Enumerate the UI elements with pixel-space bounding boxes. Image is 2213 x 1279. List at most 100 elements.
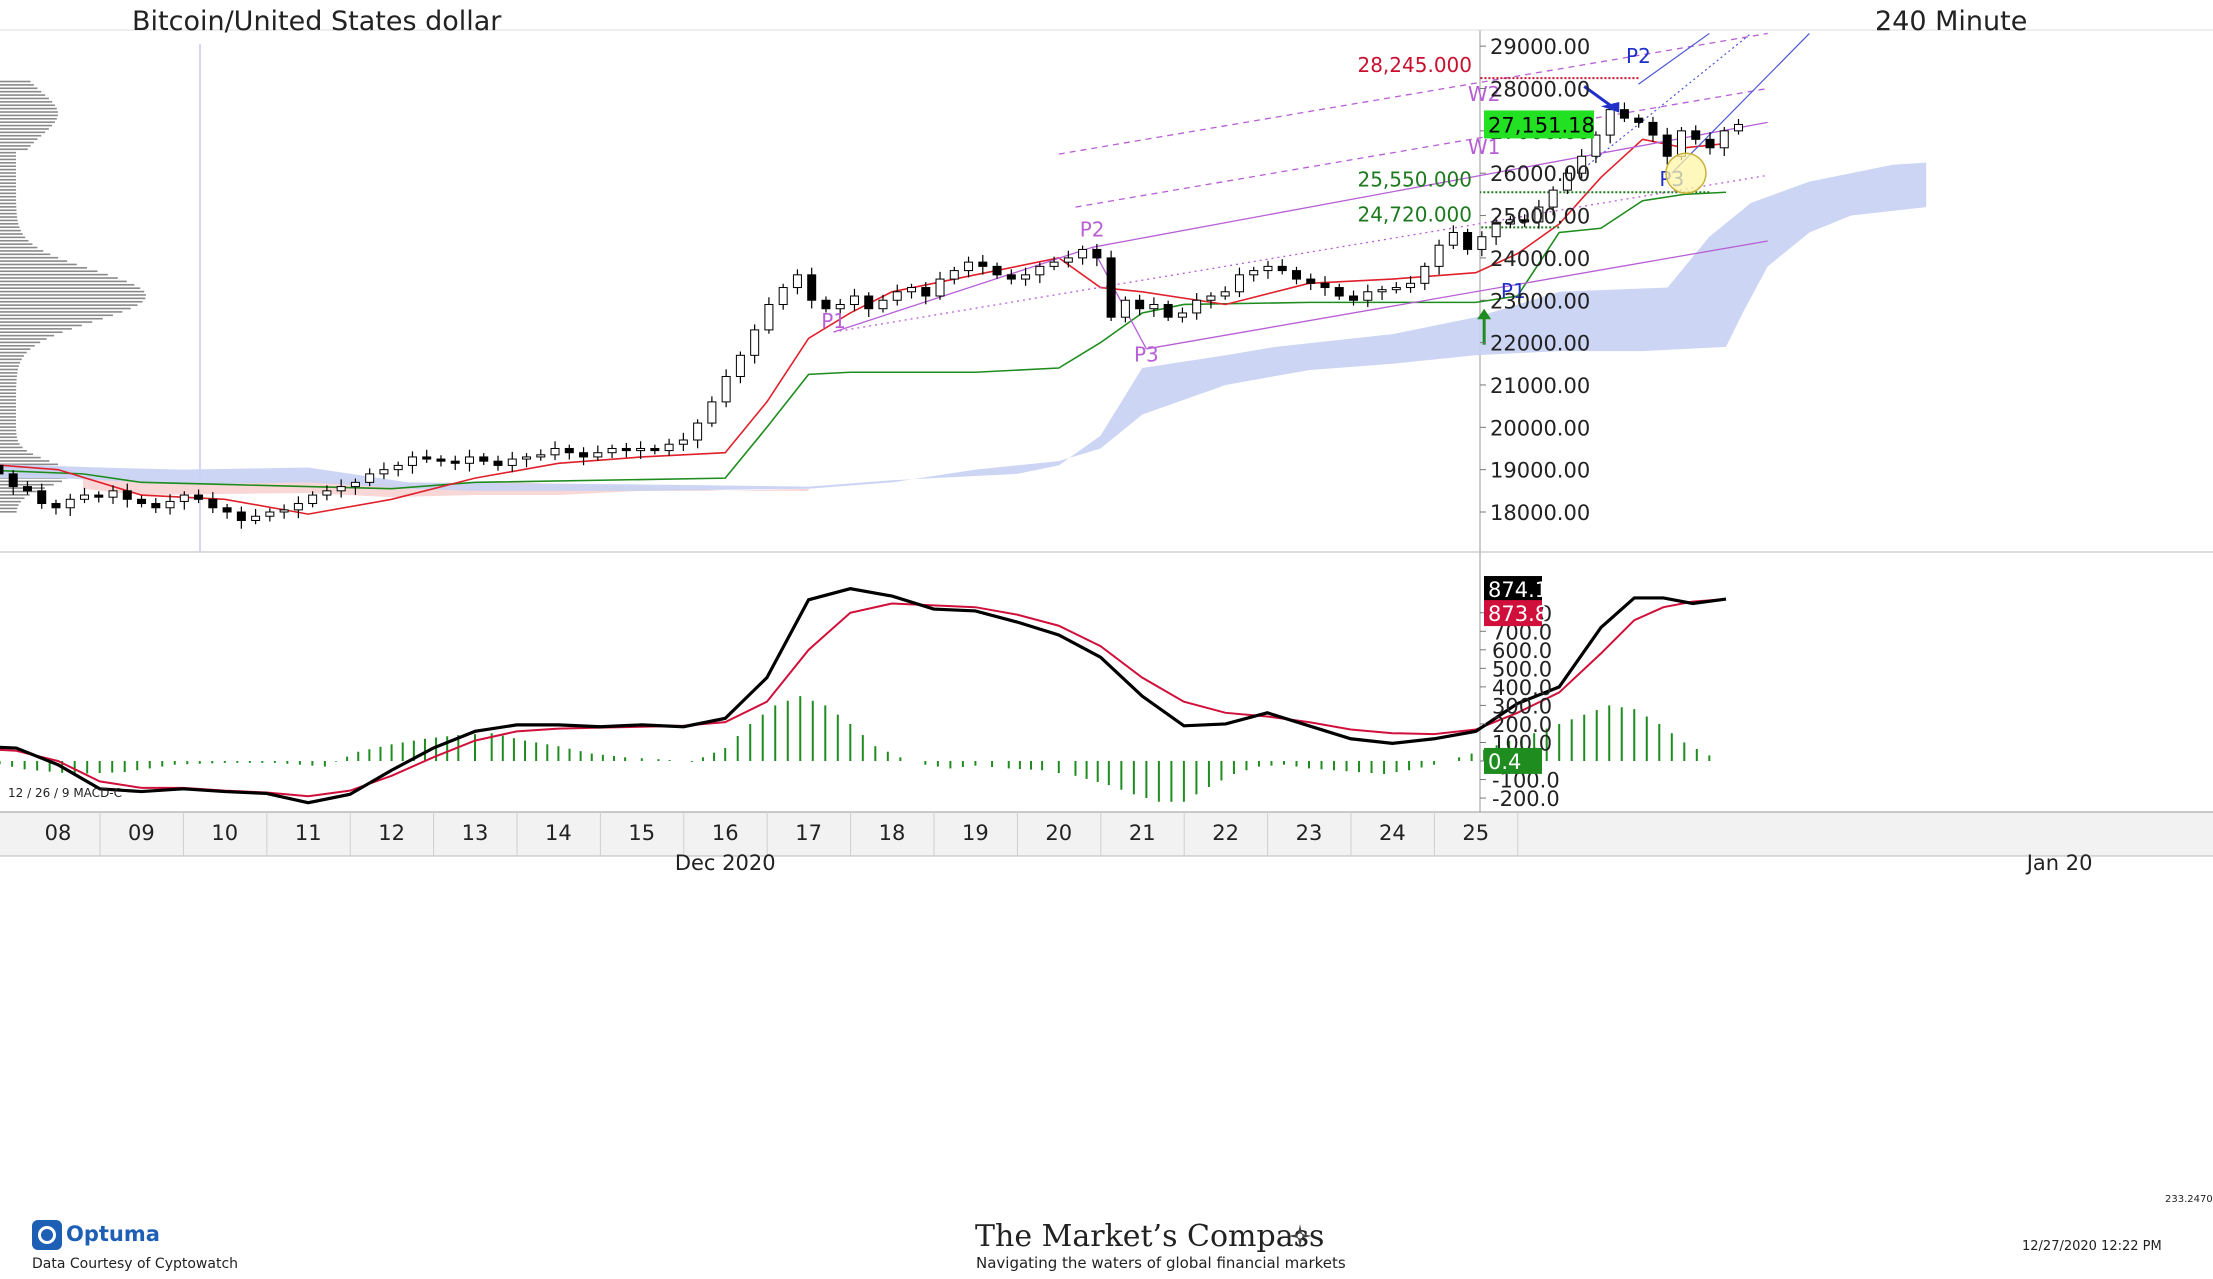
volume-profile-bar <box>0 117 57 120</box>
volume-profile <box>0 80 146 513</box>
volume-profile-bar <box>0 246 38 249</box>
bearish-candle <box>978 261 988 267</box>
volume-profile-bar <box>0 90 42 93</box>
bullish-candle <box>907 287 917 293</box>
bearish-candle <box>493 460 503 466</box>
volume-profile-bar <box>0 111 58 113</box>
pitchfork-median-line <box>833 174 1768 333</box>
volume-profile-bar <box>0 145 31 147</box>
bearish-candle <box>1106 257 1116 318</box>
macd-value-label: 874.1 <box>1488 578 1548 602</box>
macd-value-tag <box>1484 600 1542 627</box>
bearish-candle <box>864 295 874 310</box>
volume-profile-bar <box>0 456 41 459</box>
bullish-candle <box>1078 248 1088 259</box>
optuma-logo-ring <box>38 1226 56 1244</box>
y-tick-label: 22000.00 <box>1490 332 1590 356</box>
bearish-candle <box>1320 282 1330 289</box>
bearish-candle <box>1306 278 1316 284</box>
y-tick-label: 19000.00 <box>1490 459 1590 483</box>
pattern-label: W2 <box>1468 82 1501 106</box>
compass-icon <box>1288 1224 1312 1248</box>
timestamp: 12/27/2020 12:22 PM <box>2022 1239 2162 1254</box>
bullish-candle <box>1548 189 1558 208</box>
bullish-candle <box>1391 287 1401 291</box>
level-label: 28,245.000 <box>1357 53 1472 77</box>
bullish-candle <box>1434 244 1444 267</box>
bullish-candle <box>279 509 289 513</box>
bullish-candle <box>464 456 474 464</box>
pitchfork-upper-line <box>1092 121 1768 248</box>
bearish-candle <box>1291 270 1301 280</box>
volume-profile-bar <box>0 334 55 337</box>
bullish-candle <box>707 401 717 424</box>
bullish-candle <box>1049 261 1059 267</box>
volume-profile-bar <box>0 97 49 100</box>
volume-profile-bar <box>0 355 24 357</box>
bearish-candle <box>1705 138 1715 149</box>
bearish-candle <box>51 503 61 509</box>
x-tick-label: 11 <box>295 821 322 845</box>
bearish-candle <box>992 265 1002 276</box>
andrews-pitchfork <box>833 32 1768 350</box>
bearish-candle <box>807 274 817 301</box>
last-price-tag <box>1484 110 1594 139</box>
macd-value-label: 873.8 <box>1488 602 1548 626</box>
bearish-candle <box>0 464 4 475</box>
bullish-candle <box>1562 172 1572 191</box>
volume-profile-bar <box>0 202 17 205</box>
volume-profile-bar <box>0 297 146 300</box>
bearish-candle <box>37 490 47 505</box>
bearish-candle <box>1463 231 1473 250</box>
bullish-candle <box>593 452 603 458</box>
volume-profile-bar <box>0 124 53 127</box>
last-price-label: 27,151.18 <box>1488 113 1595 137</box>
volume-profile-bar <box>0 416 17 418</box>
bearish-candle <box>422 456 432 460</box>
volume-profile-bar <box>0 250 44 252</box>
volume-profile-bar <box>0 168 17 171</box>
volume-profile-bar <box>0 175 17 178</box>
volume-profile-bar <box>0 480 62 483</box>
volume-profile-bar <box>0 239 29 242</box>
volume-profile-bar <box>0 226 20 229</box>
bearish-candle <box>1662 134 1672 157</box>
volume-profile-bar <box>0 128 49 130</box>
bearish-candle <box>1691 130 1701 140</box>
macd-y-tick-label: 600.0 <box>1492 639 1552 663</box>
warning-line-w1 <box>1075 87 1768 208</box>
volume-profile-bar <box>0 290 145 293</box>
volume-profile-bar <box>0 182 17 184</box>
bearish-candle <box>479 456 489 462</box>
bullish-candle <box>179 494 189 502</box>
volume-profile-bar <box>0 453 33 456</box>
up-arrow-head <box>1477 308 1492 320</box>
y-tick-label: 26000.00 <box>1490 162 1590 186</box>
level-label: 25,550.000 <box>1357 167 1472 191</box>
bullish-candle <box>636 447 646 452</box>
macd-y-tick-label: 300.0 <box>1492 694 1552 718</box>
volume-profile-bar <box>0 361 21 364</box>
volume-profile-bar <box>0 158 17 161</box>
bullish-candle <box>165 500 175 509</box>
bullish-candle <box>379 469 389 475</box>
volume-profile-bar <box>0 338 47 340</box>
volume-profile-bar <box>0 307 131 310</box>
ichimoku-conversion-line <box>0 138 1727 515</box>
volume-profile-bar <box>0 311 123 313</box>
macd-line <box>0 587 1727 805</box>
bullish-candle <box>1591 134 1601 157</box>
x-tick-label: 24 <box>1379 821 1406 845</box>
pitchfork-handle-p2-p3 <box>1091 247 1147 350</box>
bearish-candle <box>821 299 831 310</box>
blue-lower-line <box>1671 33 1810 174</box>
bullish-candle <box>607 447 617 454</box>
volume-profile-bar <box>0 314 113 317</box>
bullish-candle <box>1676 130 1686 157</box>
volume-profile-bar <box>0 328 72 330</box>
bearish-candle <box>1349 295 1359 301</box>
volume-profile-bar <box>0 284 135 286</box>
volume-profile-bar <box>0 436 17 439</box>
corner-value: 233.2470 <box>2165 1194 2213 1205</box>
bullish-candle <box>1719 130 1729 149</box>
